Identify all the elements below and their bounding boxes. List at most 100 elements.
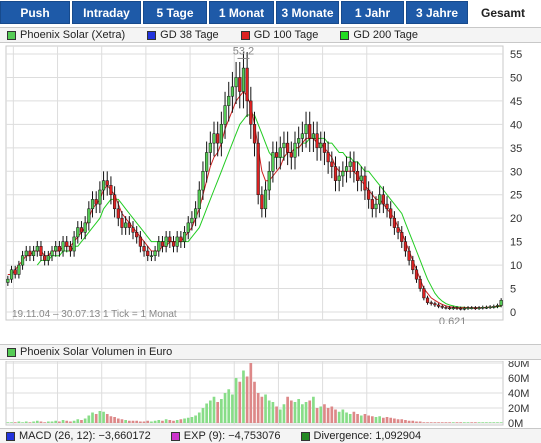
volume-bar: [208, 400, 212, 423]
price-min-label: 0,621: [439, 316, 467, 324]
volume-bar: [363, 414, 367, 423]
tab-gesamt[interactable]: Gesamt: [470, 1, 536, 24]
tab-push[interactable]: Push: [0, 1, 70, 24]
candle: [113, 194, 117, 210]
candle: [142, 246, 146, 252]
candle: [105, 180, 109, 186]
volume-bar: [356, 414, 359, 423]
candle: [477, 307, 481, 310]
legend-swatch-1: [147, 30, 157, 40]
volume-bar: [161, 420, 164, 423]
volume-bar: [6, 422, 10, 423]
candle: [300, 133, 304, 139]
volume-bar: [308, 400, 312, 423]
candle: [219, 124, 223, 144]
volume-bar: [216, 402, 220, 423]
candle: [249, 100, 253, 125]
tab-3-monate[interactable]: 3 Monate: [276, 1, 339, 24]
volume-bar: [451, 422, 455, 423]
volume-bar: [139, 421, 142, 423]
tab-intraday[interactable]: Intraday: [72, 1, 141, 24]
volume-bar: [312, 396, 315, 423]
tab-3-jahre[interactable]: 3 Jahre: [406, 1, 468, 24]
volume-bar: [492, 422, 496, 423]
candle: [341, 171, 345, 177]
candle: [223, 105, 227, 125]
tab-1-monat[interactable]: 1 Monat: [209, 1, 274, 24]
volume-bar: [367, 415, 370, 423]
candle: [304, 124, 308, 134]
candle: [260, 194, 264, 210]
candle: [436, 304, 441, 307]
volume-bar: [315, 408, 319, 423]
volume-bar: [470, 422, 474, 423]
volume-bar: [477, 422, 481, 423]
volume-bar: [46, 421, 50, 423]
volume-bar: [43, 422, 46, 423]
candle: [274, 152, 279, 158]
volume-bar: [13, 422, 17, 423]
candle: [418, 278, 422, 289]
candle: [146, 250, 150, 256]
volume-bar: [256, 393, 260, 423]
candle: [359, 175, 363, 181]
volume-bar: [496, 422, 499, 423]
volume-bar: [183, 418, 186, 423]
legend-label-3: GD 200 Tage: [353, 29, 418, 41]
candle: [79, 227, 84, 233]
volume-bar: [205, 403, 208, 423]
indicator-label-0: MACD (26, 12): −3,660172: [19, 430, 151, 442]
legend-item-0: Phoenix Solar (Xetra): [7, 29, 125, 41]
candle: [337, 175, 341, 181]
candle: [57, 246, 61, 252]
candle: [367, 189, 371, 200]
volume-bar: [437, 422, 440, 423]
candle: [175, 236, 179, 247]
candle: [50, 250, 54, 256]
candle: [411, 260, 415, 271]
volume-bar: [102, 411, 105, 423]
candle: [319, 142, 323, 149]
volume-bar: [83, 418, 87, 423]
price-y-tick: 25: [510, 190, 522, 202]
volume-bar: [172, 420, 175, 423]
volume-bar: [389, 417, 393, 423]
volume-bar: [98, 411, 102, 423]
volume-bar: [485, 422, 488, 423]
volume-bar: [341, 409, 345, 423]
legend-swatch-3: [340, 30, 350, 40]
candle: [308, 124, 312, 139]
candle: [234, 77, 238, 88]
candle: [160, 241, 165, 247]
volume-bar: [164, 419, 168, 423]
volume-bar: [407, 420, 411, 423]
volume-bar: [120, 419, 124, 423]
volume-bar: [190, 417, 194, 423]
candle: [297, 138, 301, 144]
volume-bar: [238, 381, 242, 423]
volume-bar: [474, 422, 477, 423]
tab-1-jahr[interactable]: 1 Jahr: [341, 1, 404, 24]
candle: [271, 152, 275, 172]
volume-bar: [17, 421, 21, 423]
tab-5-tage[interactable]: 5 Tage: [143, 1, 207, 24]
candle: [28, 250, 32, 256]
candle: [94, 199, 98, 205]
candle: [17, 264, 21, 275]
price-y-tick: 10: [510, 260, 522, 272]
candle: [212, 133, 216, 144]
candle: [322, 142, 327, 153]
candle: [135, 232, 139, 238]
candle: [470, 307, 474, 310]
price-y-tick: 35: [510, 143, 522, 155]
candle: [462, 307, 466, 310]
candle: [495, 305, 500, 307]
volume-bar: [168, 420, 172, 423]
legend-label-2: GD 100 Tage: [253, 29, 319, 41]
candle: [363, 175, 367, 191]
indicator-0: MACD (26, 12): −3,660172: [6, 430, 151, 442]
candle: [131, 227, 135, 233]
candle: [315, 133, 319, 149]
volume-bar: [142, 421, 146, 423]
candle: [238, 77, 242, 92]
